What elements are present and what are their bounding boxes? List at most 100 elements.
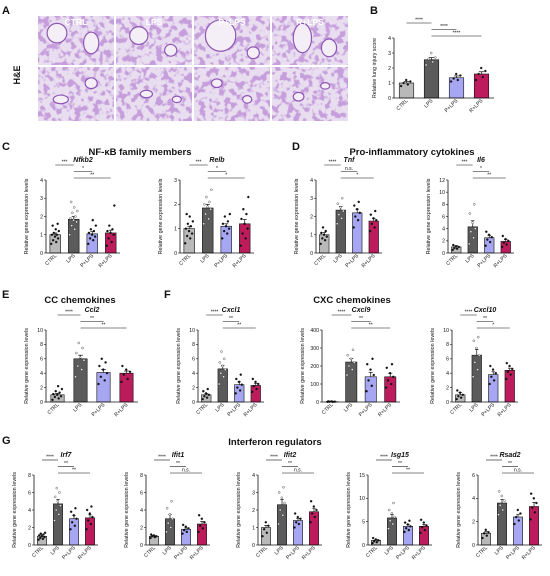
- chart-title: Tnf: [344, 157, 356, 164]
- bar: [197, 523, 207, 546]
- data-point: [185, 234, 189, 238]
- x-tick-label: LPS: [494, 545, 506, 557]
- data-point: [243, 222, 246, 225]
- data-point: [69, 217, 72, 220]
- data-point: [69, 510, 73, 513]
- chart-tnf: Tnf Relative gene expression levels 0 1 2 3 4 C…: [294, 157, 382, 269]
- data-point: [219, 372, 223, 375]
- data-point: [50, 242, 53, 246]
- data-point: [345, 373, 349, 377]
- data-point: [431, 60, 434, 64]
- data-point: [221, 364, 224, 368]
- data-point: [503, 499, 506, 502]
- data-point: [204, 212, 207, 216]
- data-point: [88, 237, 92, 240]
- x-tick-label: R+LPS: [521, 545, 537, 561]
- data-point: [105, 372, 109, 375]
- significance-label: **: [406, 468, 410, 474]
- data-point: [56, 500, 60, 503]
- y-axis-label: Relative gene expression levels: [124, 472, 130, 548]
- bar: [73, 358, 88, 403]
- section-title-d: Pro-inflammatory cytokines: [349, 147, 474, 158]
- data-point: [310, 512, 314, 515]
- y-tick-label: 0: [28, 543, 31, 549]
- histology-tile: [194, 67, 270, 121]
- data-point: [506, 370, 510, 373]
- data-point: [387, 508, 391, 512]
- data-point: [352, 226, 355, 229]
- y-tick-label: 4: [310, 178, 313, 184]
- data-point: [399, 84, 403, 88]
- x-tick-label: P+LPS: [344, 253, 360, 269]
- x-tick-label: LPS: [214, 402, 226, 414]
- chart-isg15: Isg15 Relative gene expression levels 0 5 10…: [346, 452, 432, 561]
- data-point: [365, 390, 368, 393]
- data-point: [347, 364, 351, 368]
- data-point: [388, 372, 392, 375]
- data-point: [339, 206, 342, 209]
- data-point: [57, 397, 60, 400]
- data-point: [54, 240, 58, 244]
- data-point: [324, 229, 327, 233]
- data-point: [293, 512, 297, 515]
- y-tick-label: 10: [37, 328, 43, 334]
- data-point: [107, 237, 110, 240]
- data-point: [112, 233, 115, 236]
- y-tick-label: 10: [439, 190, 445, 196]
- data-point: [218, 361, 222, 364]
- data-point: [322, 233, 326, 236]
- data-point: [535, 501, 538, 505]
- data-point: [455, 247, 459, 250]
- data-point: [242, 207, 245, 211]
- data-point: [56, 222, 59, 225]
- y-tick-label: 0: [40, 400, 43, 406]
- y-tick-label: 2: [28, 525, 31, 531]
- data-point: [224, 368, 227, 371]
- panel-letter-b: B: [370, 5, 378, 17]
- y-tick-label: 0: [252, 543, 255, 549]
- data-point: [371, 357, 374, 360]
- bar: [345, 361, 358, 403]
- x-tick-label: CTRL: [365, 545, 379, 559]
- data-point: [186, 222, 190, 225]
- histology-tile: [38, 16, 114, 65]
- data-point: [498, 504, 502, 507]
- x-tick-label: P+LPS: [480, 402, 496, 418]
- data-point: [391, 522, 395, 526]
- data-point: [486, 238, 489, 241]
- data-point: [319, 242, 322, 246]
- data-point: [201, 527, 205, 530]
- x-tick-label: R+LPS: [493, 253, 509, 269]
- data-point: [419, 531, 422, 535]
- data-point: [70, 521, 74, 524]
- data-point: [492, 379, 496, 382]
- chart-title: Nfkb2: [73, 157, 93, 164]
- significance-label: *: [216, 166, 218, 172]
- x-tick-label: LPS: [65, 253, 77, 265]
- data-point: [100, 357, 103, 360]
- data-point: [449, 80, 453, 83]
- x-tick-label: R+LPS: [411, 545, 427, 561]
- data-point: [353, 204, 356, 207]
- x-tick-label: CTRL: [321, 402, 335, 416]
- y-tick-label: 1: [252, 525, 255, 531]
- significance-label: **: [483, 316, 487, 322]
- x-tick-label: R+LPS: [243, 402, 259, 418]
- data-point: [406, 523, 410, 526]
- data-point: [91, 218, 94, 222]
- x-tick-label: R+LPS: [189, 545, 205, 561]
- data-point: [113, 204, 116, 207]
- data-point: [257, 382, 260, 386]
- data-point: [169, 526, 173, 529]
- data-point: [474, 78, 478, 82]
- data-point: [187, 527, 190, 530]
- y-tick-label: 5: [362, 519, 365, 525]
- data-point: [484, 528, 488, 532]
- data-point: [202, 222, 205, 225]
- x-tick-label: CTRL: [396, 98, 410, 112]
- airway-lumen: [129, 26, 149, 46]
- data-point: [235, 377, 238, 381]
- significance-label: **: [369, 323, 373, 329]
- histology-tile: [194, 16, 270, 65]
- data-point: [467, 242, 471, 246]
